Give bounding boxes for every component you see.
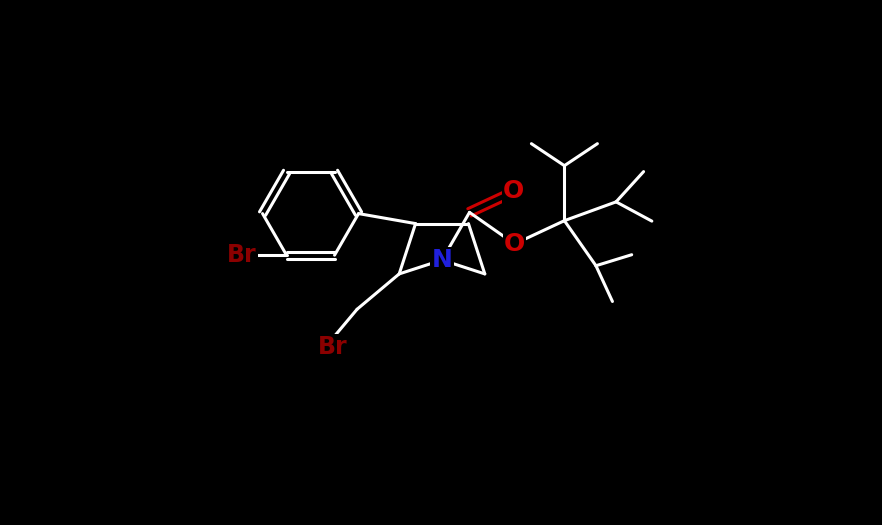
Text: O: O bbox=[504, 178, 525, 203]
Text: O: O bbox=[504, 232, 525, 256]
Text: Br: Br bbox=[318, 335, 348, 359]
Text: N: N bbox=[431, 248, 452, 272]
Text: Br: Br bbox=[227, 243, 257, 267]
